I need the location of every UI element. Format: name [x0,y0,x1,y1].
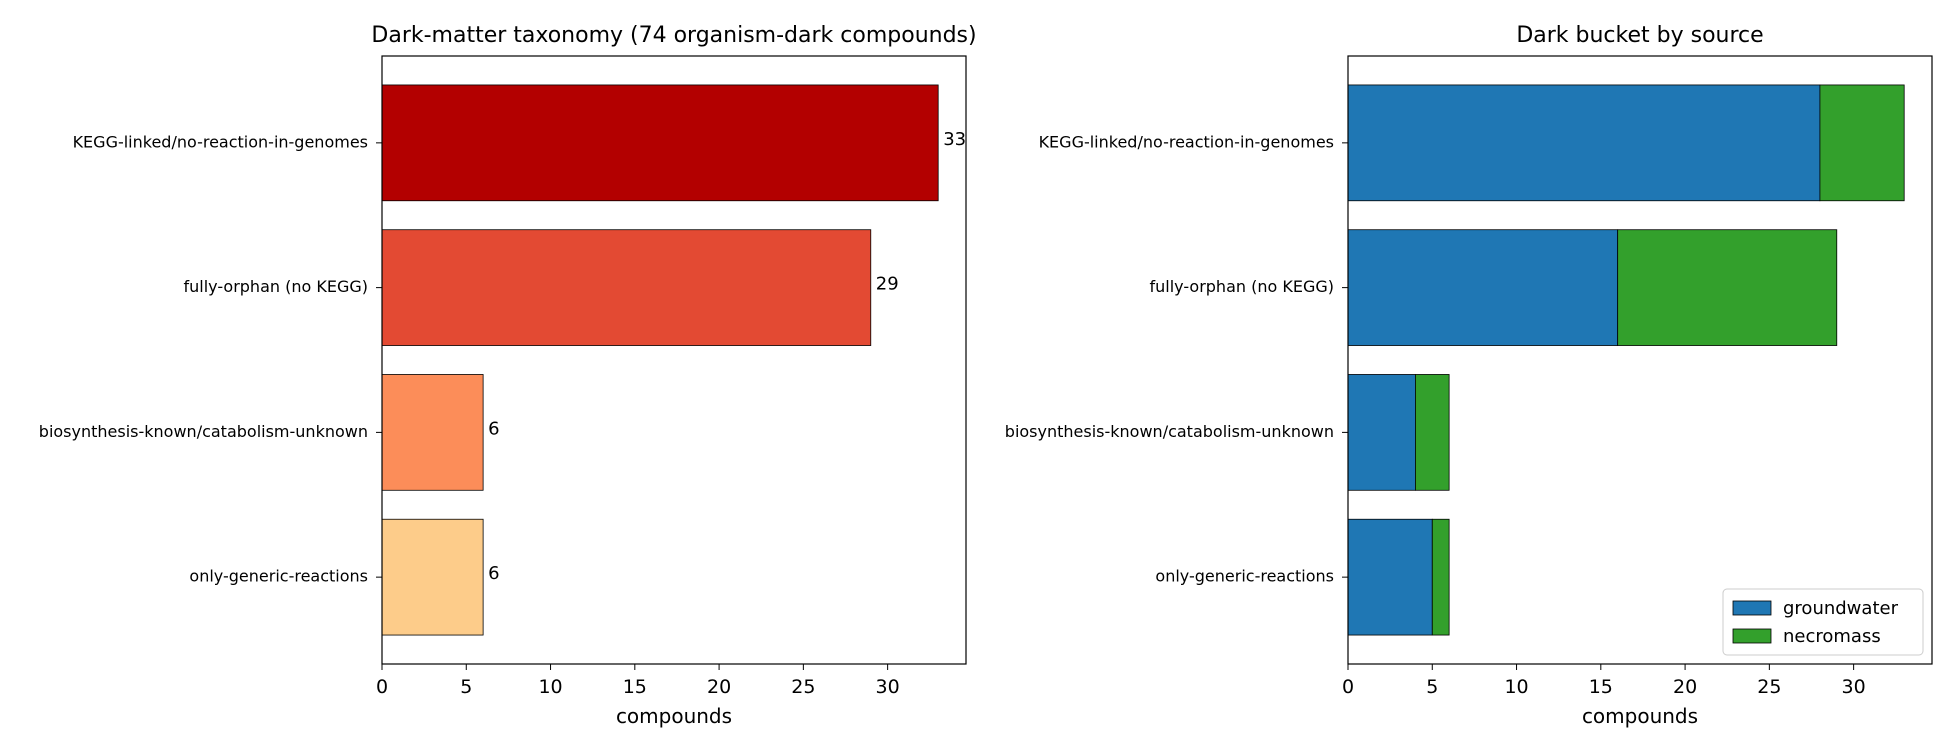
bar-necromass-1 [1617,229,1838,346]
x-tick-label-2: 10 [538,676,562,698]
plot-frame [1347,55,1933,665]
x-axis-label: compounds [1582,704,1698,728]
legend-swatch-groundwater [1732,600,1772,616]
plot-frame [381,55,967,665]
bar-necromass-0 [1819,84,1905,202]
data-label-3: 6 [488,563,499,584]
legend-swatch-necromass [1732,628,1772,644]
category-label-2: biosynthesis-known/catabolism-unknown [39,422,368,441]
legend-label-groundwater: groundwater [1783,598,1899,619]
bar-3 [381,518,484,636]
x-tick-label-6: 30 [876,676,900,698]
category-label-3: only-generic-reactions [1155,567,1334,586]
x-tick-label-5: 25 [1757,676,1781,698]
x-tick-label-0: 0 [1342,676,1354,698]
category-label-1: fully-orphan (no KEGG) [1149,277,1334,296]
x-tick-label-5: 25 [791,676,815,698]
bar-necromass-2 [1415,374,1450,491]
bar-groundwater-1 [1347,229,1619,346]
data-label-0: 33 [943,129,966,150]
category-label-2: biosynthesis-known/catabolism-unknown [1005,422,1334,441]
legend: groundwater necromass [1722,588,1924,656]
legend-box [1722,588,1924,656]
bar-0 [381,84,939,202]
category-label-1: fully-orphan (no KEGG) [183,277,368,296]
x-tick-label-4: 20 [707,676,731,698]
x-tick-label-1: 5 [460,676,472,698]
x-tick-label-4: 20 [1673,676,1697,698]
bar-1 [381,229,872,346]
x-tick-label-3: 15 [623,676,647,698]
bar-groundwater-2 [1347,374,1416,491]
chart-title: Dark bucket by source [1516,23,1763,48]
category-label-0: KEGG-linked/no-reaction-in-genomes [1039,132,1334,151]
data-label-2: 6 [488,418,499,439]
x-tick-label-1: 5 [1426,676,1438,698]
x-tick-label-6: 30 [1842,676,1866,698]
x-tick-label-0: 0 [376,676,388,698]
x-axis-label: compounds [616,704,732,728]
taxonomy-chart: Dark-matter taxonomy (74 organism-dark c… [39,23,977,728]
data-label-1: 29 [876,274,899,295]
bar-groundwater-3 [1347,518,1433,636]
source-chart: Dark bucket by source KEGG-linked/no-reac… [1005,23,1933,728]
x-tick-label-3: 15 [1589,676,1613,698]
chart-title: Dark-matter taxonomy (74 organism-dark c… [371,23,976,48]
bar-groundwater-0 [1347,84,1821,202]
category-label-0: KEGG-linked/no-reaction-in-genomes [73,132,368,151]
category-label-3: only-generic-reactions [189,567,368,586]
bar-2 [381,374,484,491]
bar-necromass-3 [1431,518,1450,636]
legend-label-necromass: necromass [1783,626,1881,647]
x-tick-label-2: 10 [1504,676,1528,698]
